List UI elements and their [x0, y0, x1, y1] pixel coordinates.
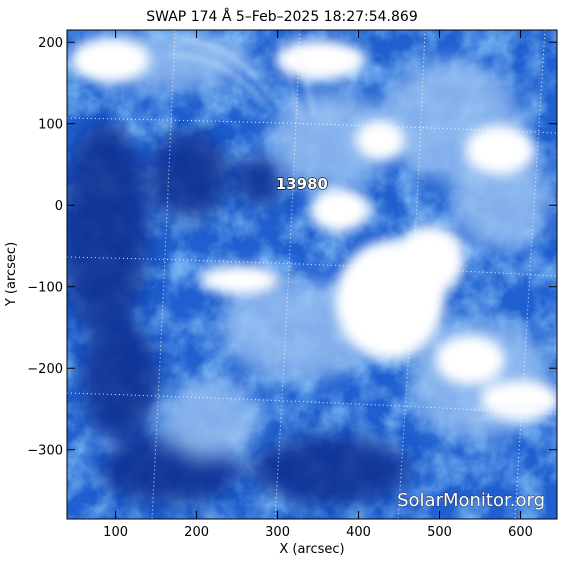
y-tick-label: −300 — [27, 444, 63, 459]
plot-frame — [66, 29, 558, 520]
y-tick-label: −200 — [27, 362, 63, 377]
x-tick-label: 600 — [508, 525, 533, 540]
x-tick-label: 100 — [103, 525, 128, 540]
x-tick-label: 400 — [346, 525, 371, 540]
image-title: SWAP 174 Å 5–Feb–2025 18:27:54.869 — [146, 8, 417, 25]
solarmonitor-watermark: SolarMonitor.org — [397, 490, 545, 511]
y-tick-label: 200 — [38, 36, 63, 51]
euv-image — [67, 30, 557, 519]
active-region-label: 13980 — [276, 175, 328, 193]
x-tick-label: 500 — [427, 525, 452, 540]
y-axis-ticks: 200 100 0 −100 −200 −300 — [27, 36, 557, 459]
x-axis-ticks: 100 200 300 400 500 600 — [103, 30, 533, 540]
y-tick-label: 100 — [38, 118, 63, 133]
x-tick-label: 300 — [265, 525, 290, 540]
x-tick-label: 200 — [184, 525, 209, 540]
y-axis-label: Y (arcsec) — [4, 242, 19, 307]
y-tick-label: 0 — [55, 199, 63, 214]
x-axis-label: X (arcsec) — [279, 542, 344, 557]
heliographic-grid — [67, 30, 557, 519]
y-tick-label: −100 — [27, 281, 63, 296]
